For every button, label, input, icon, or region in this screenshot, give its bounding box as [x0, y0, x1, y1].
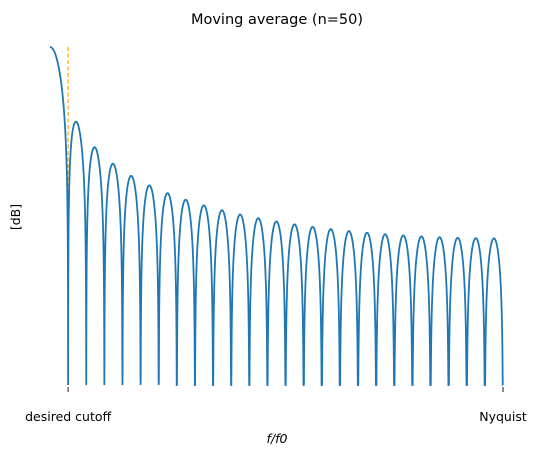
response-series-line [50, 46, 504, 386]
chart-title: Moving average (n=50) [191, 12, 363, 28]
x-ticks: desired cutoff Nyquist [25, 387, 527, 424]
x-tick-label-nyquist: Nyquist [479, 409, 527, 424]
y-axis-label: [dB] [8, 204, 23, 230]
x-axis-label: f/f0 [267, 431, 288, 446]
x-tick-label-cutoff: desired cutoff [25, 409, 111, 424]
plot-area [50, 46, 504, 386]
x-axis-label-text: f/f0 [267, 431, 288, 446]
